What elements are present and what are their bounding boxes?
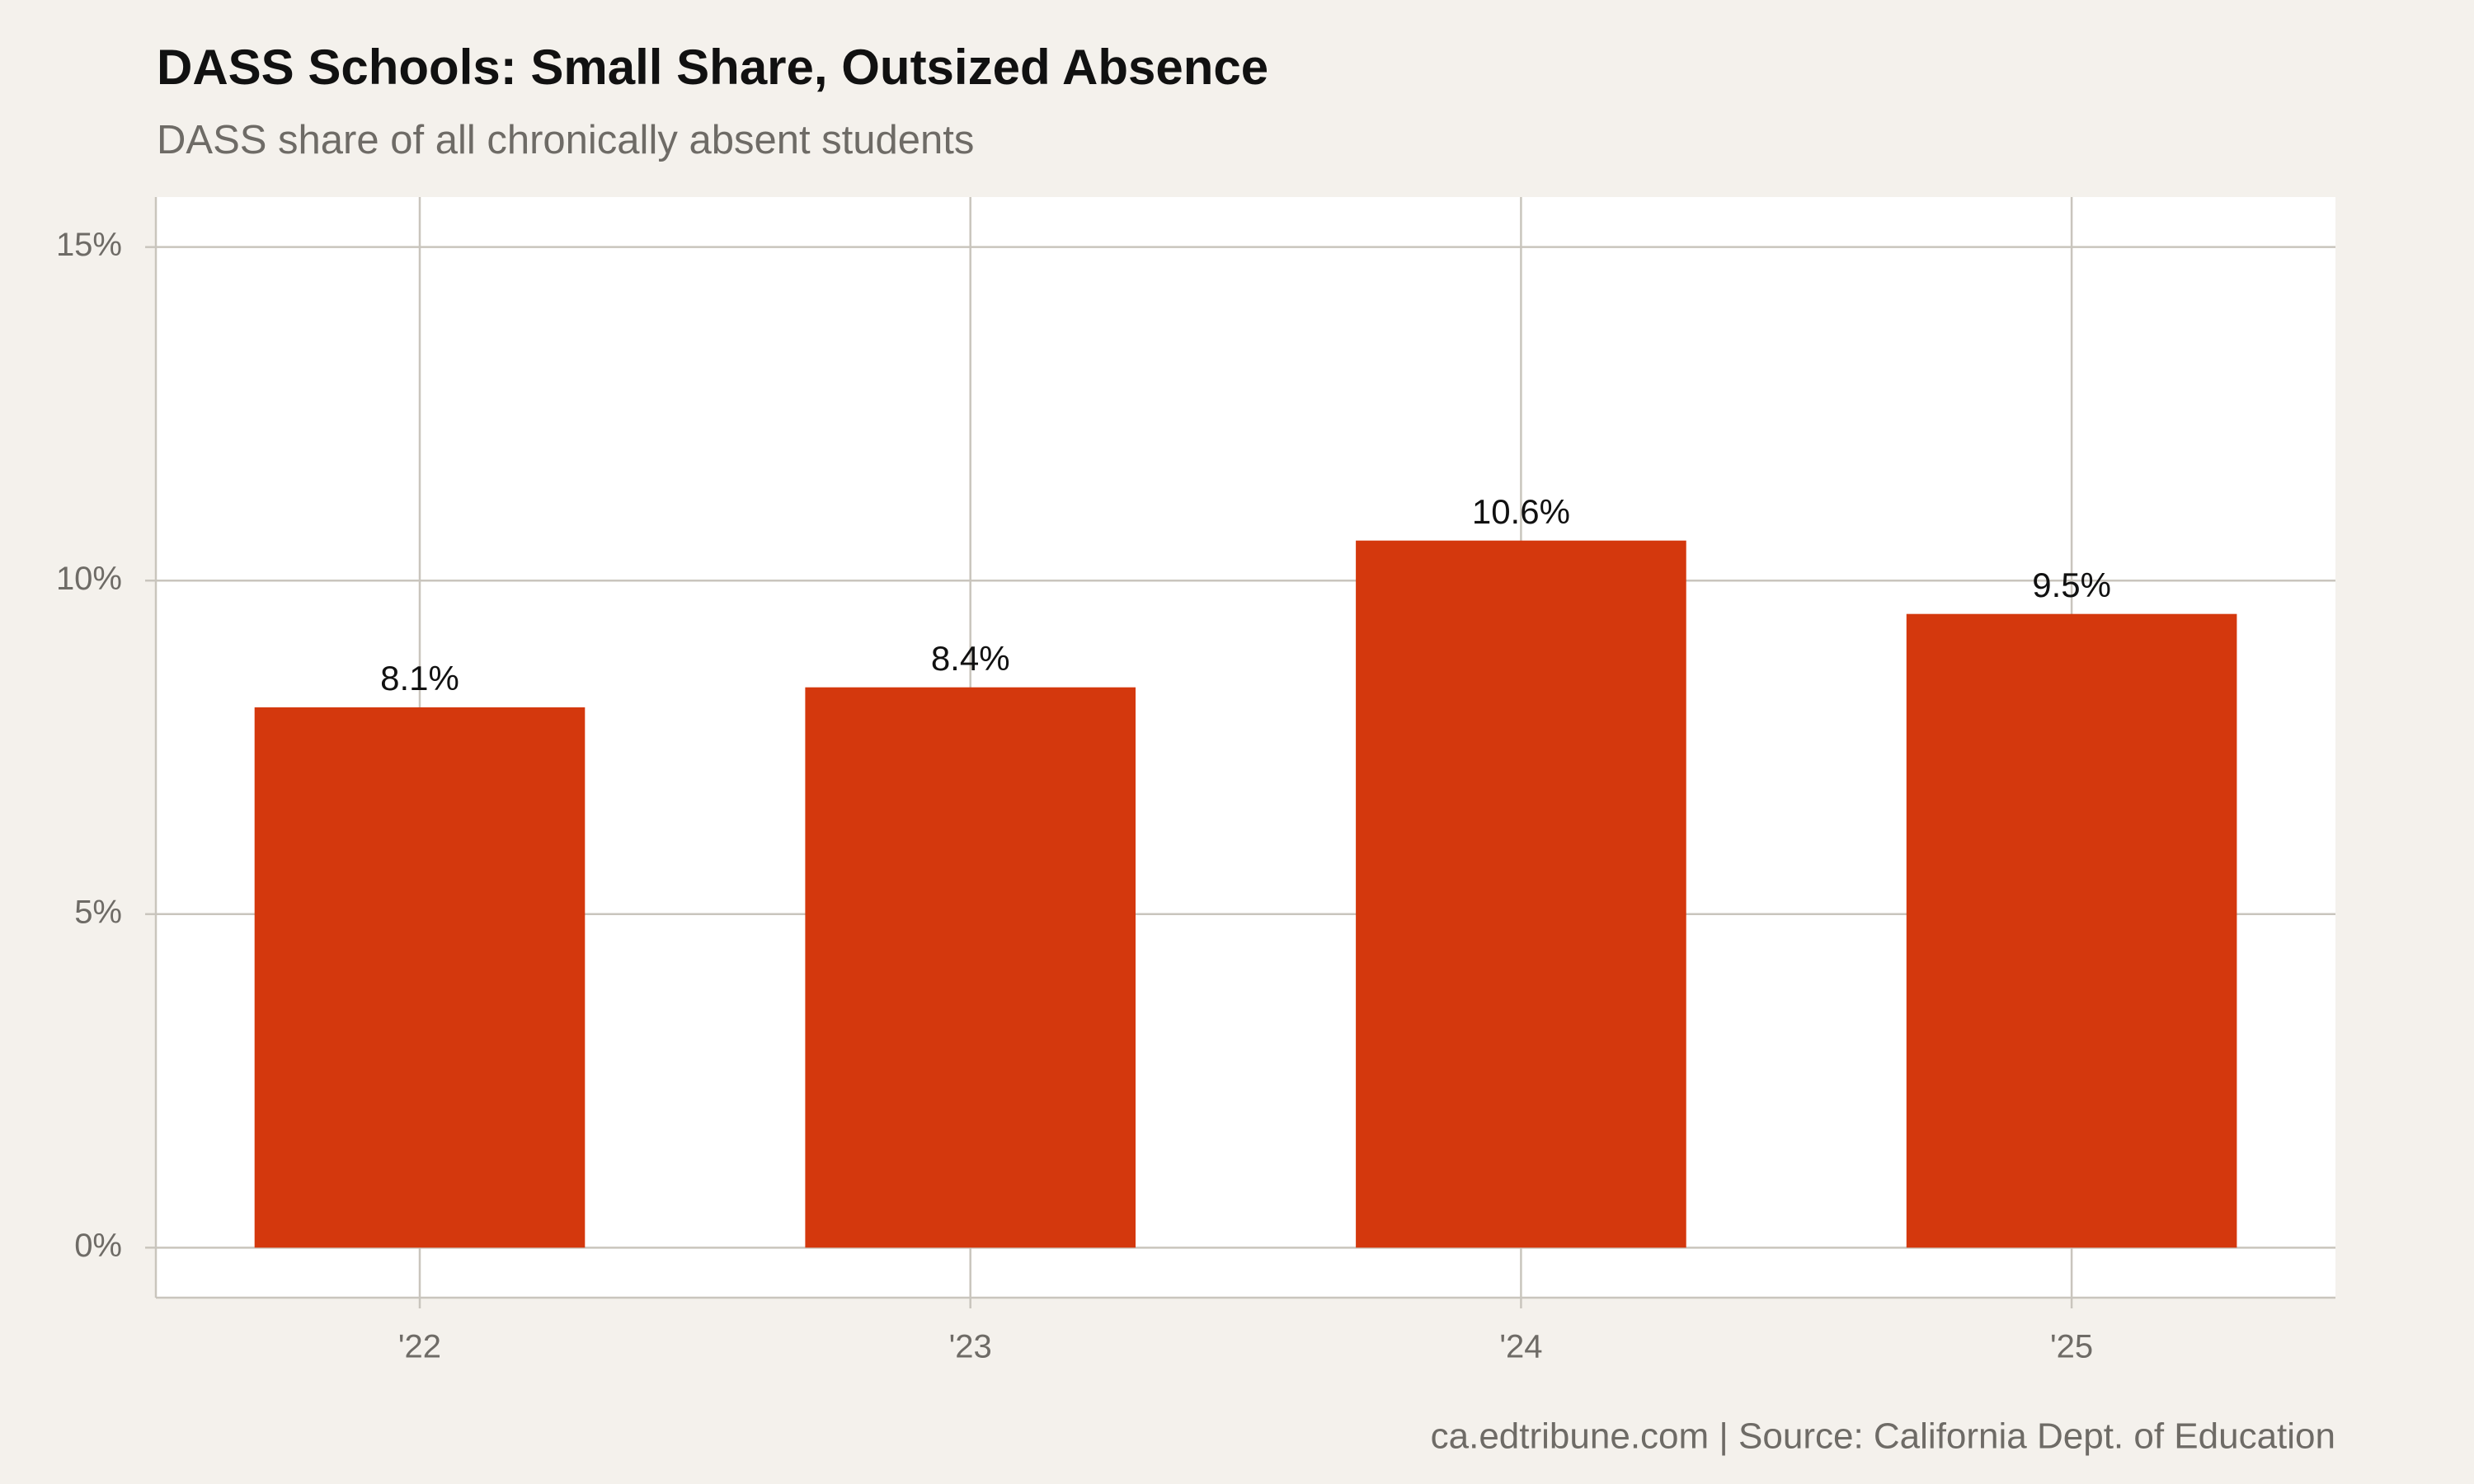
bar: [1906, 613, 2237, 1248]
chart-title: DASS Schools: Small Share, Outsized Abse…: [157, 40, 1268, 95]
caption: ca.edtribune.com | Source: California De…: [1431, 1416, 2335, 1457]
value-label: 9.5%: [2032, 566, 2111, 604]
x-tick-label: '23: [949, 1329, 992, 1365]
value-label: 8.1%: [380, 659, 459, 697]
value-label: 8.4%: [931, 639, 1010, 678]
x-tick-label: '22: [398, 1329, 441, 1365]
x-tick-label: '24: [1499, 1329, 1542, 1365]
y-tick-label: 0%: [74, 1228, 122, 1264]
y-tick-label: 5%: [74, 894, 122, 930]
y-tick-label: 10%: [56, 561, 122, 597]
bar: [1356, 540, 1686, 1248]
chart-subtitle: DASS share of all chronically absent stu…: [157, 118, 974, 162]
bar: [805, 687, 1136, 1248]
x-tick-label: '25: [2050, 1329, 2093, 1365]
value-label: 10.6%: [1472, 492, 1570, 531]
y-tick-label: 15%: [56, 227, 122, 263]
bar: [254, 707, 586, 1248]
